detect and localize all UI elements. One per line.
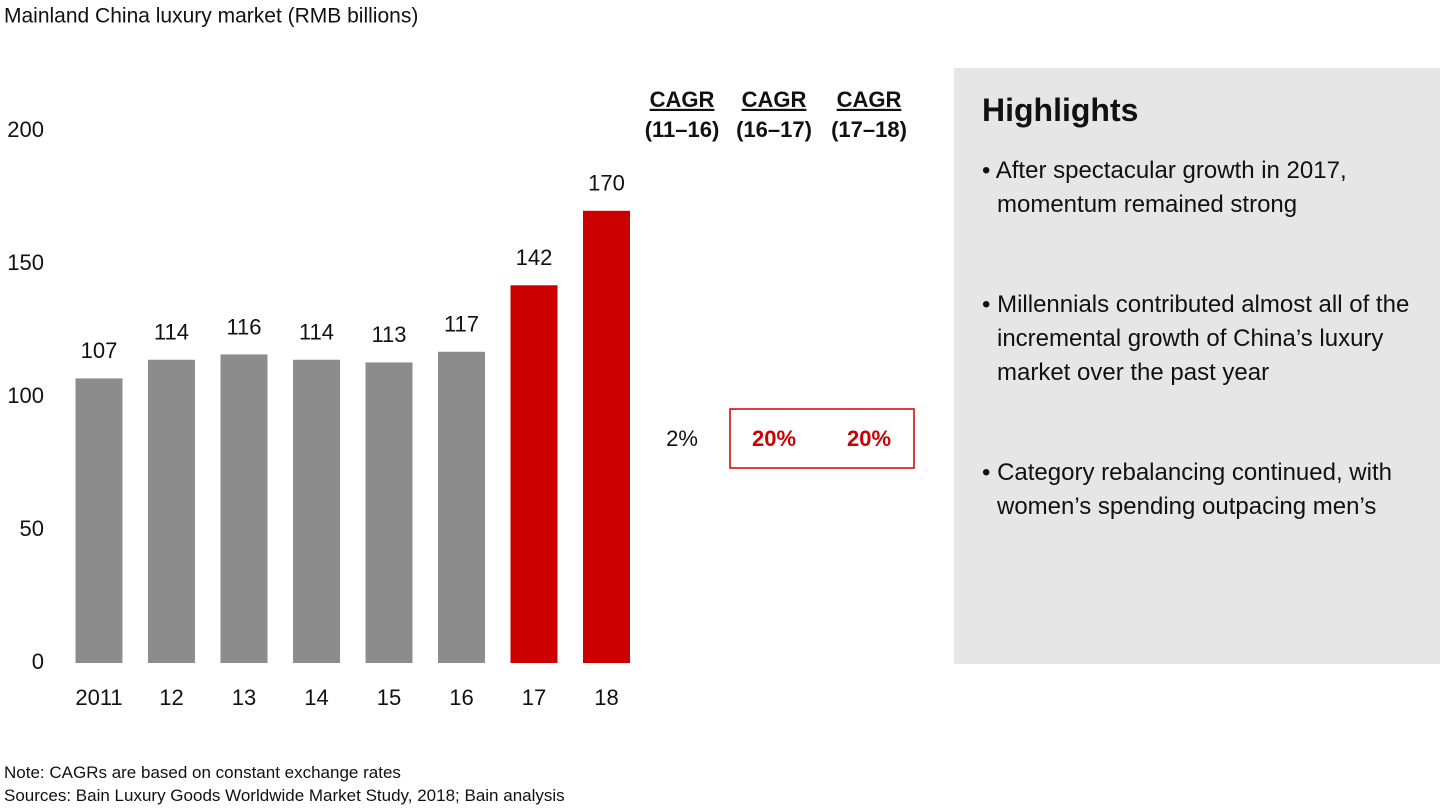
value-label: 113: [371, 322, 406, 347]
cagr-period: (17–18): [831, 117, 907, 142]
cagr-value: 20%: [752, 426, 796, 451]
sources: Sources: Bain Luxury Goods Worldwide Mar…: [4, 786, 565, 805]
x-tick-label: 2011: [75, 685, 122, 710]
highlights-title: Highlights: [982, 92, 1139, 128]
x-tick-label: 16: [449, 685, 473, 710]
chart-title: Mainland China luxury market (RMB billio…: [4, 5, 418, 28]
cagr-highlight-box: [729, 408, 915, 469]
value-label: 114: [299, 320, 334, 345]
value-label: 170: [588, 171, 625, 196]
y-tick-label: 100: [7, 383, 44, 408]
highlights-panel: Highlights After spectacular growth in 2…: [954, 68, 1440, 664]
cagr-value: 20%: [847, 426, 891, 451]
y-tick-label: 0: [32, 649, 44, 674]
highlight-item: Category rebalancing continued, with wom…: [982, 456, 1422, 524]
cagr-value: 2%: [666, 426, 698, 451]
y-tick-label: 50: [20, 516, 44, 541]
highlight-item: After spectacular growth in 2017, moment…: [982, 154, 1422, 222]
bar: [220, 354, 268, 663]
note: Note: CAGRs are based on constant exchan…: [4, 763, 401, 782]
x-tick-label: 14: [304, 685, 328, 710]
x-tick-label: 15: [377, 685, 401, 710]
bar: [293, 359, 340, 663]
highlight-item: Millennials contributed almost all of th…: [982, 288, 1422, 390]
y-tick-label: 200: [7, 117, 44, 142]
bar: [365, 362, 413, 663]
value-label: 117: [444, 312, 479, 337]
bar: [148, 359, 195, 663]
x-tick-label: 17: [522, 685, 546, 710]
bar: [438, 351, 485, 663]
value-label: 107: [81, 338, 118, 363]
highlights-list: After spectacular growth in 2017, moment…: [982, 154, 1422, 590]
y-tick-label: 150: [7, 250, 44, 275]
bar: [583, 210, 630, 664]
x-tick-label: 18: [594, 685, 618, 710]
cagr-label: CAGR: [837, 87, 902, 112]
cagr-period: (11–16): [645, 117, 720, 142]
cagr-label: CAGR: [742, 87, 807, 112]
value-label: 114: [154, 320, 189, 345]
x-tick-label: 12: [159, 685, 183, 710]
cagr-period: (16–17): [736, 117, 812, 142]
value-label: 142: [516, 245, 553, 270]
value-label: 116: [226, 314, 261, 339]
bar: [75, 378, 123, 663]
cagr-label: CAGR: [650, 87, 715, 112]
x-tick-label: 13: [232, 685, 256, 710]
bar: [510, 285, 558, 663]
